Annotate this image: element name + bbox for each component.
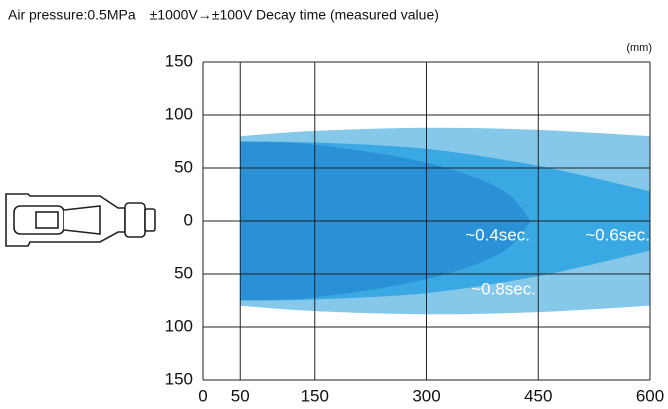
y-tick-label: 0 bbox=[184, 210, 193, 229]
y-tick-label: 150 bbox=[165, 51, 193, 70]
x-tick-label: 0 bbox=[198, 386, 207, 405]
region-label: ~0.6sec. bbox=[585, 225, 650, 244]
y-tick-label: 100 bbox=[165, 316, 193, 335]
region-label: ~0.4sec. bbox=[465, 225, 530, 244]
x-tick-label: 150 bbox=[301, 386, 329, 405]
x-tick-label: 50 bbox=[231, 386, 250, 405]
unit-label: (mm) bbox=[626, 42, 652, 54]
y-tick-label: 50 bbox=[174, 157, 193, 176]
y-tick-label: 50 bbox=[174, 263, 193, 282]
nozzle-icon bbox=[5, 193, 156, 247]
y-tick-label: 100 bbox=[165, 104, 193, 123]
x-tick-label: 600 bbox=[636, 386, 664, 405]
chart-title: Air pressure:0.5MPa ±1000V→±100V Decay t… bbox=[8, 7, 439, 23]
y-tick-label: 150 bbox=[165, 369, 193, 388]
x-tick-label: 450 bbox=[524, 386, 552, 405]
x-tick-label: 300 bbox=[412, 386, 440, 405]
region-label: ~0.8sec. bbox=[471, 279, 536, 298]
